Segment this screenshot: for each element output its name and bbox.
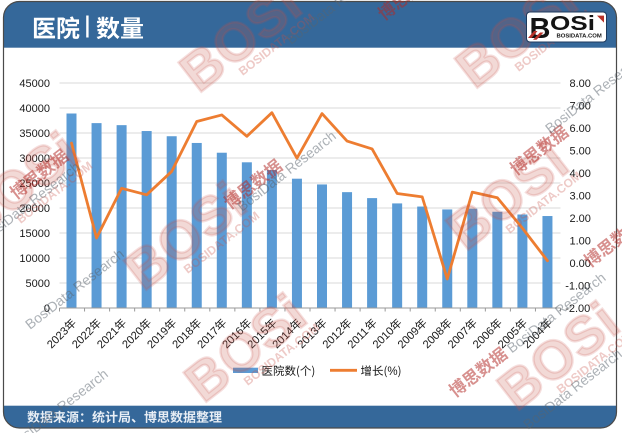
svg-text:7.00: 7.00: [570, 101, 591, 113]
svg-text:4.00: 4.00: [570, 168, 591, 180]
svg-text:BOSIDATA.COM: BOSIDATA.COM: [557, 34, 602, 40]
svg-text:15000: 15000: [19, 228, 50, 240]
svg-text:20000: 20000: [19, 203, 50, 215]
svg-text:6.00: 6.00: [570, 123, 591, 135]
svg-text:-2.00: -2.00: [565, 303, 590, 315]
svg-text:5000: 5000: [26, 278, 50, 290]
svg-text:OSi: OSi: [550, 12, 595, 35]
svg-text:5.00: 5.00: [570, 146, 591, 158]
svg-text:-1.00: -1.00: [565, 281, 590, 293]
svg-text:2.00: 2.00: [570, 213, 591, 225]
svg-text:45000: 45000: [19, 78, 50, 90]
svg-text:1.00: 1.00: [570, 236, 591, 248]
svg-text:35000: 35000: [19, 128, 50, 140]
svg-text:B: B: [530, 13, 551, 45]
svg-text:10000: 10000: [19, 253, 50, 265]
svg-text:0.00: 0.00: [570, 258, 591, 270]
svg-text:0: 0: [44, 303, 50, 315]
svg-text:8.00: 8.00: [570, 78, 591, 90]
svg-text:30000: 30000: [19, 153, 50, 165]
svg-text:40000: 40000: [19, 103, 50, 115]
svg-text:%: %: [387, 366, 397, 378]
svg-text:3.00: 3.00: [570, 191, 591, 203]
